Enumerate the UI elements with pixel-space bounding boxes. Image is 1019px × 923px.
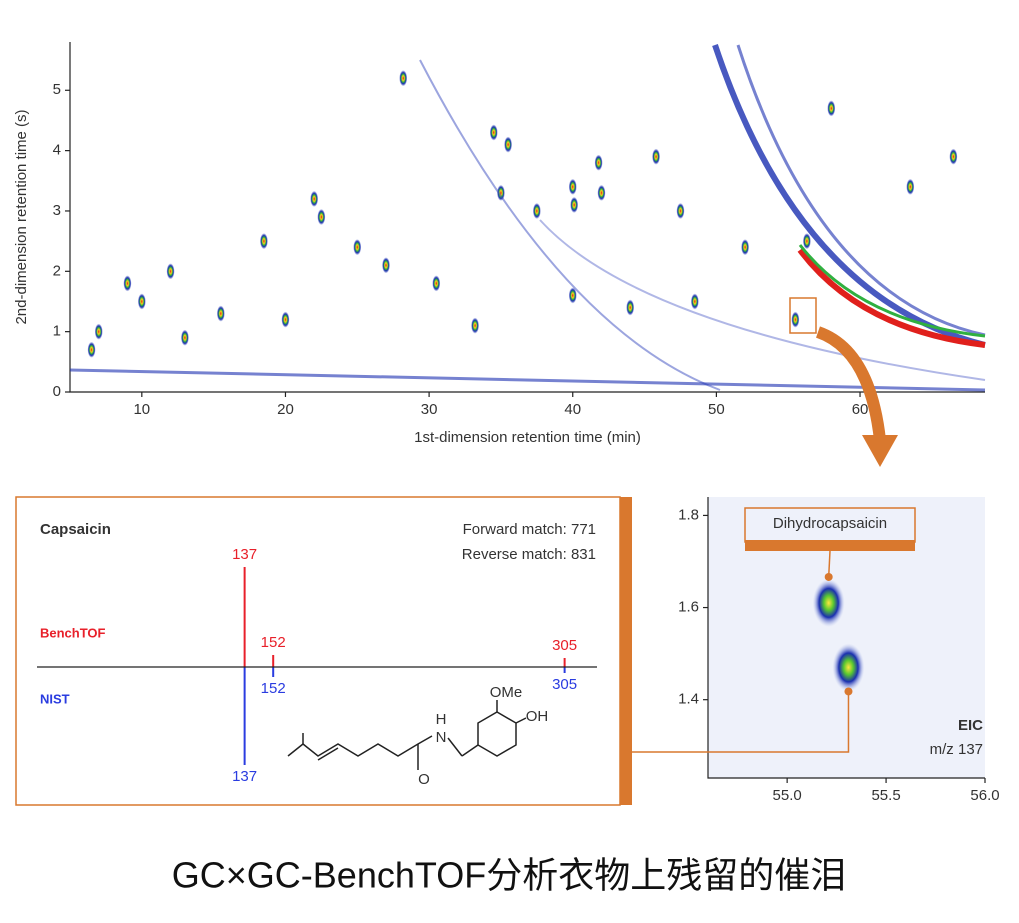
- peak-label: 152: [261, 680, 286, 697]
- y-tick-label: 2: [53, 262, 61, 279]
- x-axis-label: 1st-dimension retention time (min): [414, 429, 641, 446]
- peak: [741, 239, 750, 256]
- peak: [949, 148, 958, 165]
- peak: [812, 578, 845, 627]
- x-tick-label: 55.0: [773, 787, 802, 804]
- arrow: [815, 326, 886, 441]
- peak-label: 305: [552, 637, 577, 654]
- structure-label: OMe: [490, 684, 523, 701]
- peak: [597, 184, 606, 201]
- label-bar: [745, 540, 915, 551]
- annotation: EIC: [958, 717, 983, 734]
- peak: [353, 239, 362, 256]
- peak-label: 137: [232, 546, 257, 563]
- column-bleed: [69, 44, 986, 392]
- structure-label: O: [418, 771, 430, 788]
- structure-label: OH: [526, 708, 549, 725]
- annotation: Forward match: 771: [463, 521, 596, 538]
- highlight-box: [789, 297, 817, 334]
- peak: [568, 287, 577, 304]
- y-tick-label: 1.4: [678, 691, 699, 708]
- x-tick-label: 10: [133, 401, 150, 418]
- peak: [259, 233, 268, 250]
- peak: [166, 263, 175, 280]
- annotation: m/z 137: [930, 741, 983, 758]
- legend-label: NIST: [40, 691, 70, 706]
- y-tick-label: 3: [53, 202, 61, 219]
- peak: [94, 323, 103, 340]
- y-axis-label: 2nd-dimension retention time (s): [13, 109, 30, 324]
- leader-dot: [844, 687, 853, 696]
- peak: [802, 233, 811, 250]
- x-tick-label: 40: [564, 401, 581, 418]
- axis-line: [69, 42, 985, 393]
- peak: [399, 70, 408, 87]
- axis-line: [707, 497, 985, 779]
- peak: [216, 305, 225, 322]
- peak: [690, 293, 699, 310]
- peak: [504, 136, 513, 153]
- leader: [827, 550, 831, 577]
- spectrum-panel: [15, 496, 621, 806]
- peak-label: 305: [552, 676, 577, 693]
- panel-bar: [620, 497, 632, 805]
- annotation: Reverse match: 831: [462, 546, 596, 563]
- peak: [568, 178, 577, 195]
- y-tick-label: 1.6: [678, 599, 699, 616]
- plot-background: [708, 497, 985, 778]
- peak: [471, 317, 480, 334]
- peak: [432, 275, 441, 292]
- y-tick-label: 5: [53, 81, 61, 98]
- peak-label: 152: [261, 634, 286, 651]
- x-tick-label: 20: [277, 401, 294, 418]
- y-tick-label: 1: [53, 323, 61, 340]
- peak: [676, 202, 685, 219]
- structure: [287, 700, 527, 770]
- peak: [570, 196, 579, 213]
- x-tick-label: 50: [708, 401, 725, 418]
- y-tick-label: 4: [53, 142, 61, 159]
- y-tick-label: 0: [53, 383, 61, 400]
- structure-label: N: [436, 729, 447, 746]
- peak: [310, 190, 319, 207]
- peak: [626, 299, 635, 316]
- peak: [594, 154, 603, 171]
- peak: [532, 202, 541, 219]
- x-tick-label: 30: [421, 401, 438, 418]
- peak: [123, 275, 132, 292]
- legend-label: BenchTOF: [40, 625, 106, 640]
- peak: [137, 293, 146, 310]
- peak: [87, 341, 96, 358]
- peak: [281, 311, 290, 328]
- leader: [632, 691, 850, 753]
- x-tick-label: 60: [852, 401, 869, 418]
- peak: [489, 124, 498, 141]
- peak-label: Dihydrocapsaicin: [773, 515, 887, 532]
- peak: [180, 329, 189, 346]
- arrow-head: [862, 435, 898, 467]
- peak: [317, 209, 326, 225]
- peak: [496, 184, 505, 201]
- peak-label: 137: [232, 768, 257, 785]
- peak: [791, 311, 800, 328]
- y-tick-label: 1.8: [678, 506, 699, 523]
- spectrum-title: Capsaicin: [40, 521, 111, 538]
- peak: [652, 148, 661, 165]
- caption: GC×GC-BenchTOF分析衣物上残留的催泪: [172, 855, 846, 896]
- peak: [382, 257, 391, 274]
- structure-label: H: [436, 711, 447, 728]
- peak: [906, 178, 915, 195]
- x-tick-label: 55.5: [871, 787, 900, 804]
- peak: [832, 643, 865, 692]
- leader-dot: [824, 572, 833, 581]
- x-tick-label: 56.0: [970, 787, 999, 804]
- peak: [827, 100, 836, 117]
